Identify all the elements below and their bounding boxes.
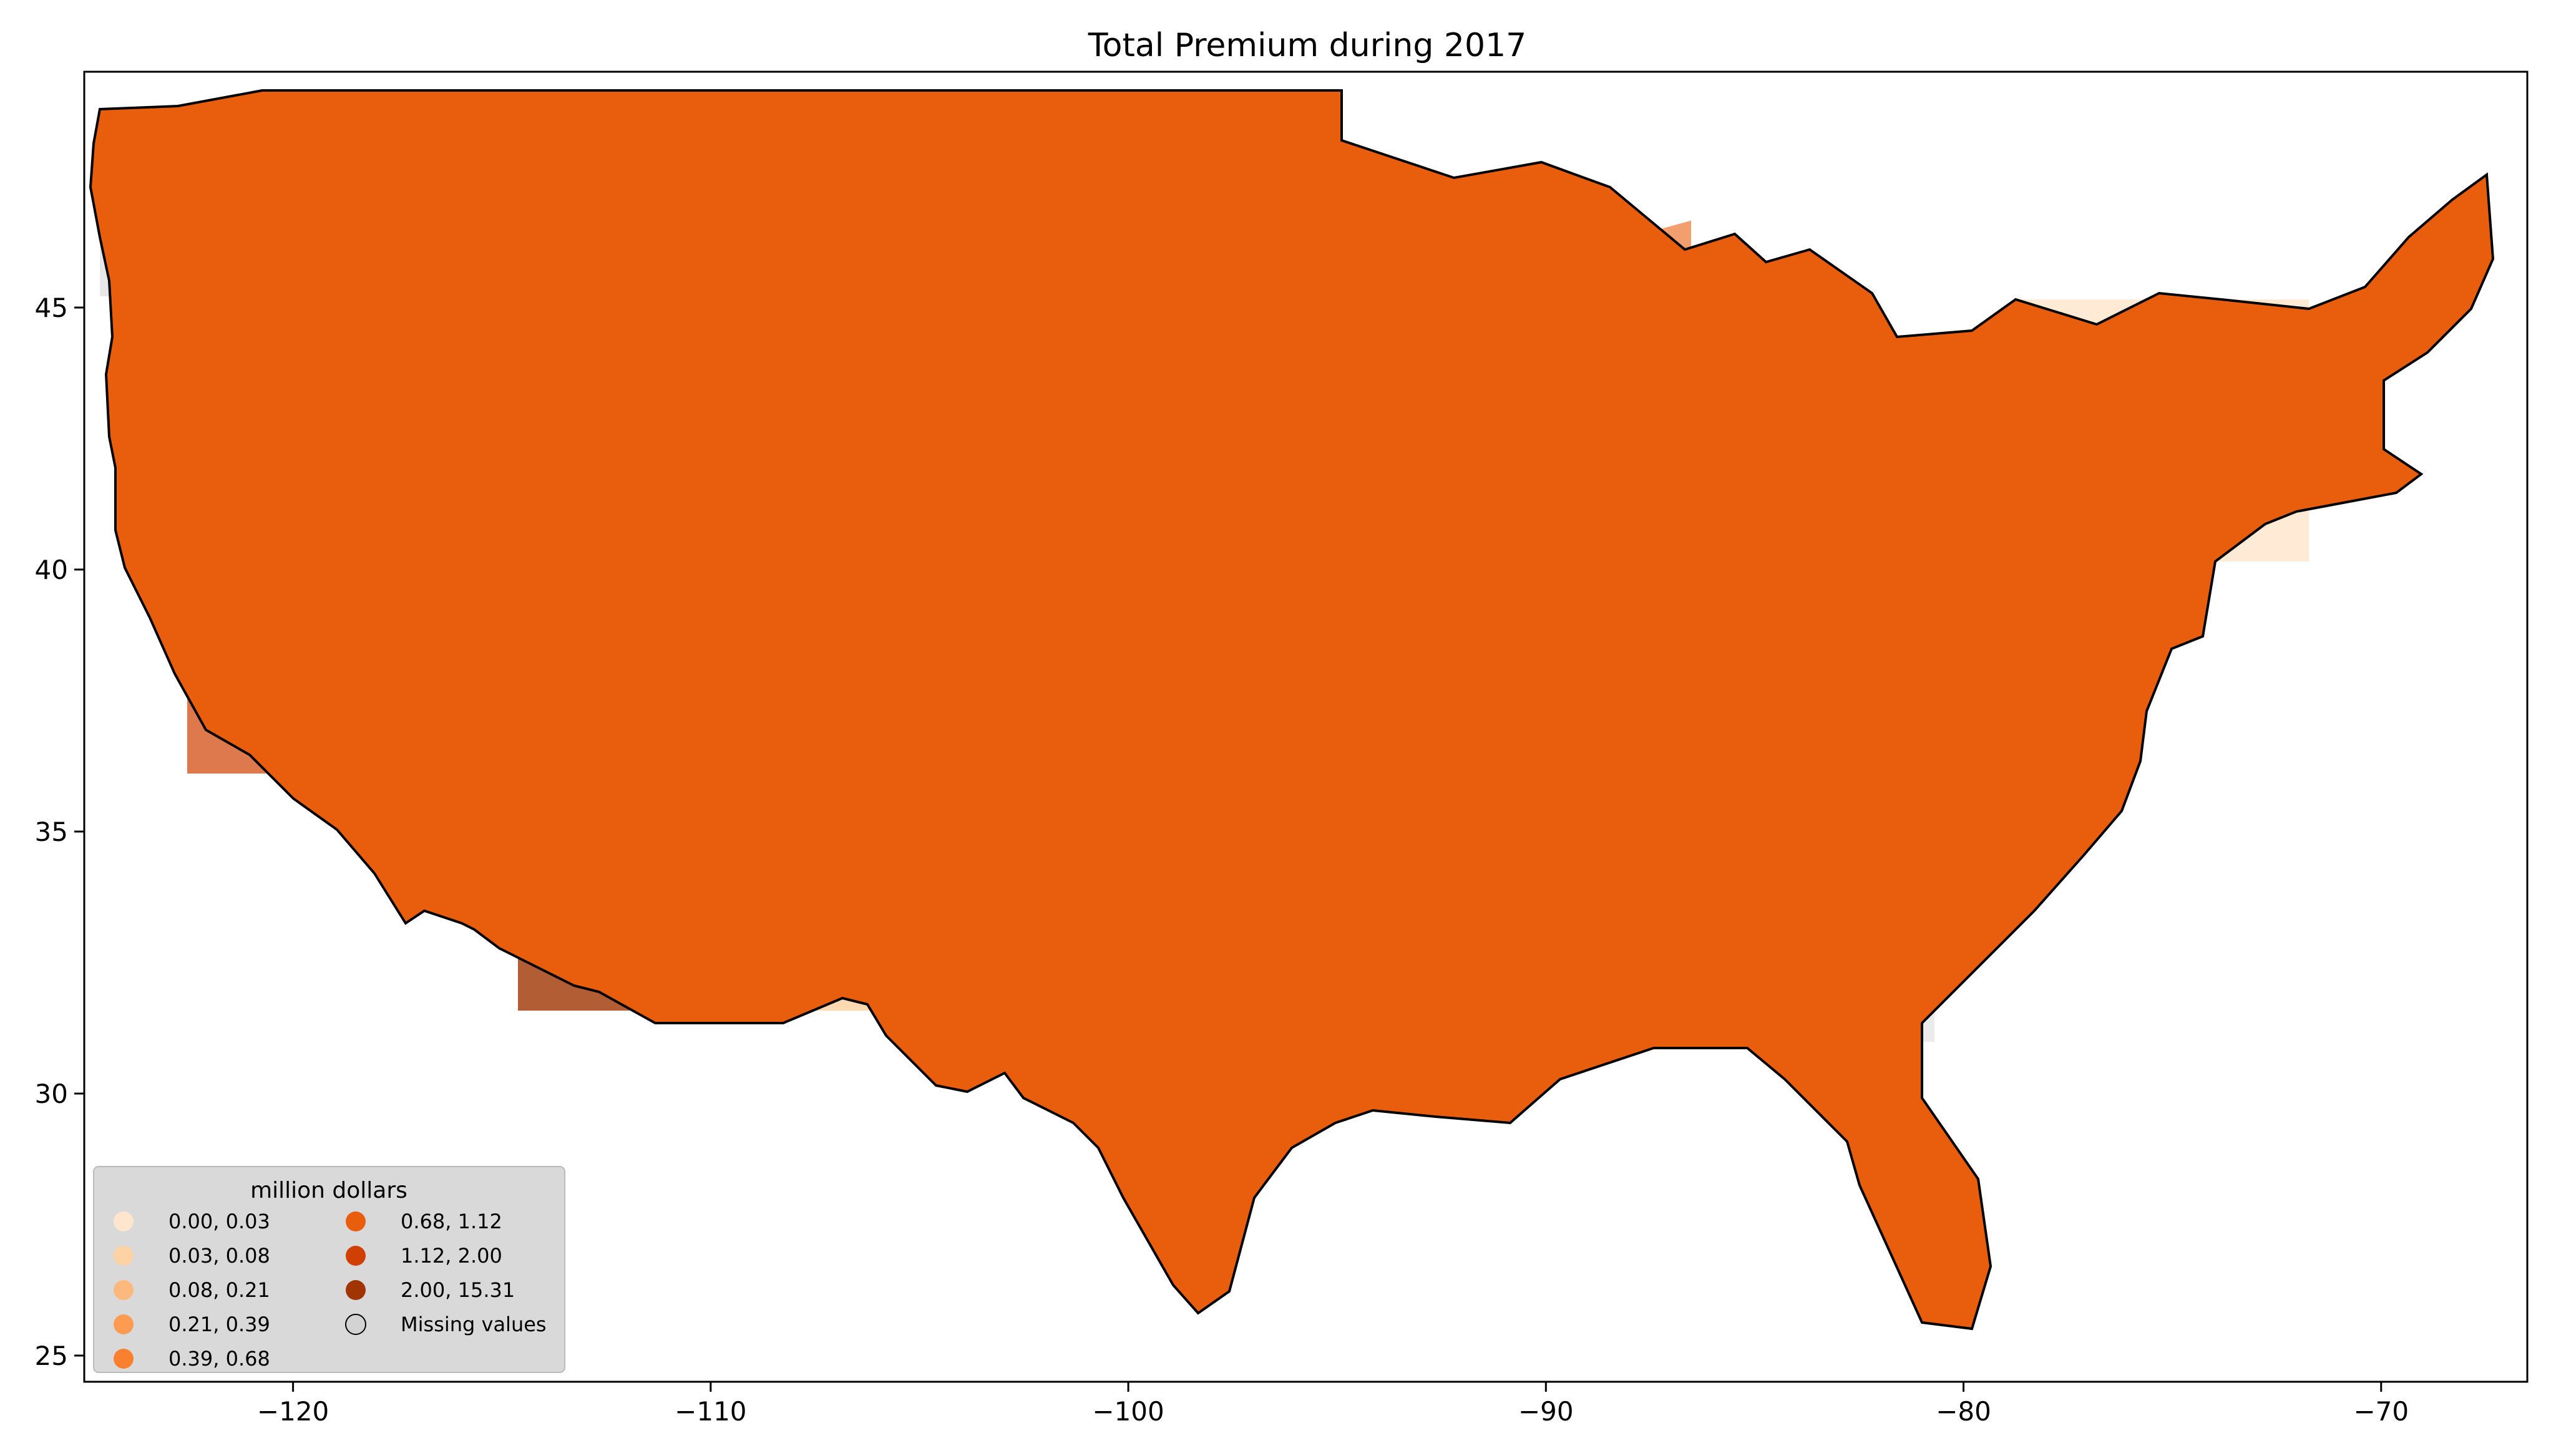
y-tick-label: 30 [35,1079,68,1109]
legend-label: 0.39, 0.68 [168,1347,270,1371]
legend-label: Missing values [401,1313,547,1336]
x-tick-label: −110 [675,1396,746,1427]
legend-swatch [346,1280,366,1300]
y-tick-label: 25 [35,1341,68,1371]
legend-swatch [345,1314,366,1335]
y-tick-label: 35 [35,817,68,847]
legend-label: 2.00, 15.31 [401,1278,515,1302]
legend-label: 0.21, 0.39 [168,1313,270,1336]
legend-swatch [114,1349,134,1369]
legend-label: 0.03, 0.08 [168,1244,270,1268]
x-tick-label: −120 [257,1396,329,1427]
x-tick-label: −100 [1092,1396,1164,1427]
legend-swatch [346,1211,366,1231]
legend-swatch [114,1280,134,1300]
legend-swatch [346,1246,366,1266]
legend-title: million dollars [250,1178,407,1203]
legend-swatch [114,1211,134,1231]
legend: million dollars 0.00, 0.03 0.03, 0.08 0.08… [93,1166,565,1373]
y-tick-label: 45 [35,293,68,323]
legend-swatch [114,1246,134,1266]
x-tick-label: −70 [2353,1396,2409,1427]
x-axis: −120 −110 −100 −90 −80 −70 [257,1382,2409,1427]
legend-label: 1.12, 2.00 [401,1244,502,1268]
legend-label: 0.08, 0.21 [168,1278,270,1302]
x-tick-label: −90 [1518,1396,1574,1427]
x-tick-label: −80 [1936,1396,1991,1427]
legend-label: 0.68, 1.12 [401,1210,502,1233]
map-title: Total Premium during 2017 [1088,27,1527,64]
y-tick-label: 40 [35,555,68,585]
y-axis: 25 30 35 40 45 [35,293,84,1371]
legend-box [93,1166,565,1373]
legend-label: 0.00, 0.03 [168,1210,270,1233]
legend-items: 0.00, 0.03 0.03, 0.08 0.08, 0.21 0.21, 0.39… [114,1210,547,1371]
plot-area [83,70,2529,1383]
legend-swatch [114,1314,134,1334]
